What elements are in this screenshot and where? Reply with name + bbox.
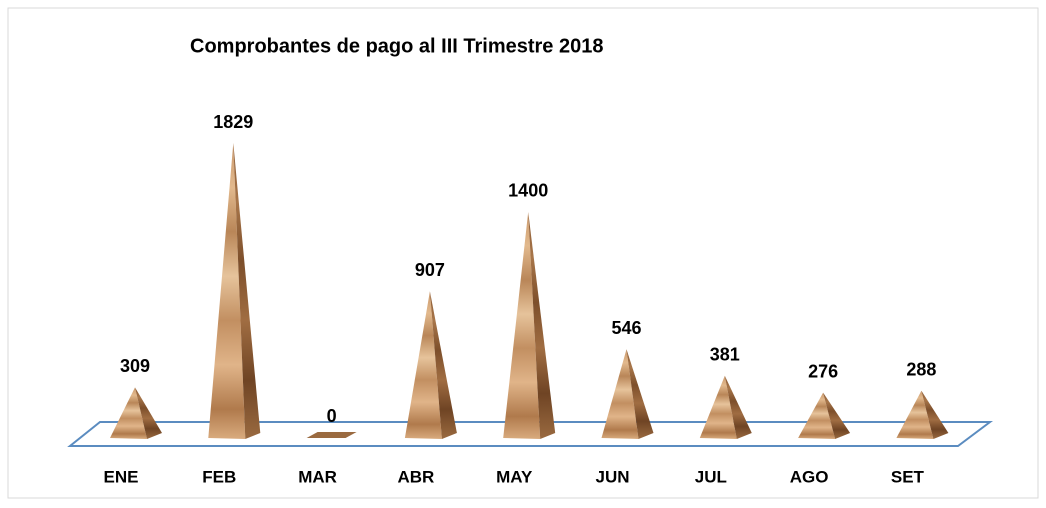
x-tick-label: MAR [298, 467, 337, 486]
pyramid [601, 349, 654, 439]
x-tick-label: JUL [695, 467, 727, 486]
pyramid-face [798, 392, 836, 439]
x-tick-label: ABR [397, 467, 434, 486]
pyramid-face [626, 349, 654, 439]
pyramid-face [135, 387, 162, 439]
pyramid-face [404, 291, 442, 439]
x-tick-label: SET [891, 467, 925, 486]
data-label: 309 [120, 356, 150, 376]
pyramid-face [921, 390, 949, 439]
pyramid-face [503, 211, 541, 439]
data-label: 276 [808, 361, 838, 381]
pyramid-face [823, 392, 851, 439]
data-label: 907 [415, 260, 445, 280]
pyramid-face [601, 349, 639, 439]
pyramid-face [528, 211, 556, 439]
pyramid [110, 387, 162, 439]
data-label: 288 [906, 359, 936, 379]
pyramid-face [699, 375, 737, 439]
pyramid [699, 375, 752, 439]
pyramid [503, 211, 556, 439]
data-label: 0 [327, 406, 337, 426]
chart-title: Comprobantes de pago al III Trimestre 20… [190, 35, 603, 57]
pyramid-face [896, 390, 934, 439]
pyramid-face [306, 432, 357, 438]
pyramid [798, 392, 851, 439]
x-tick-label: MAY [496, 467, 533, 486]
pyramid-face [110, 387, 147, 439]
data-label: 1400 [508, 181, 548, 201]
pyramid-face [429, 291, 457, 439]
data-label: 1829 [213, 112, 253, 132]
pyramid [896, 390, 949, 439]
x-tick-label: AGO [790, 467, 829, 486]
pyramid [208, 143, 261, 439]
pyramid-face [233, 143, 261, 439]
pyramid [306, 432, 357, 438]
pyramid-face [208, 143, 246, 439]
pyramid-face [724, 375, 752, 439]
pyramid [404, 291, 457, 439]
x-tick-label: JUN [595, 467, 629, 486]
x-tick-label: FEB [202, 467, 236, 486]
data-label: 381 [710, 345, 740, 365]
data-label: 546 [611, 318, 641, 338]
x-tick-label: ENE [104, 467, 139, 486]
